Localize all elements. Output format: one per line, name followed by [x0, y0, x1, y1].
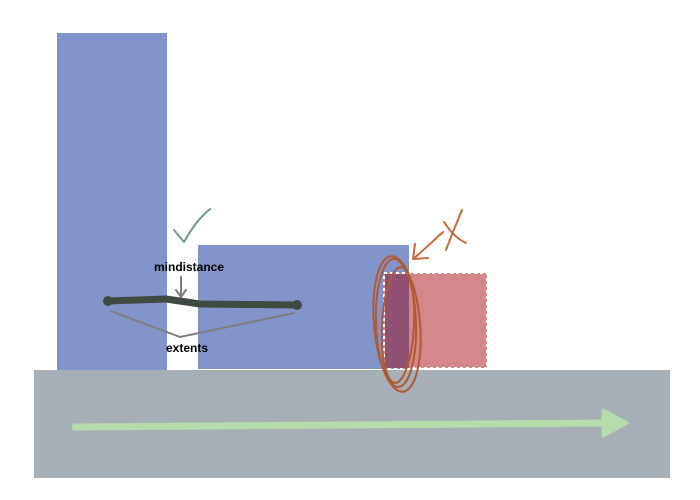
- extents-label: extents: [166, 341, 208, 355]
- overlap-region: [385, 274, 409, 368]
- checkmark-icon: [173, 208, 211, 243]
- mindistance-label: mindistance: [154, 260, 224, 274]
- collision-pointer-arrow: [412, 231, 444, 260]
- extents-line: [103, 295, 302, 310]
- direction-arrow: [71, 408, 629, 438]
- extents-bracket: [110, 310, 295, 338]
- tall-block: [57, 33, 167, 370]
- mindistance-arrow: [175, 276, 187, 298]
- cross-icon: [443, 209, 467, 251]
- overlap-scribble: [372, 255, 422, 393]
